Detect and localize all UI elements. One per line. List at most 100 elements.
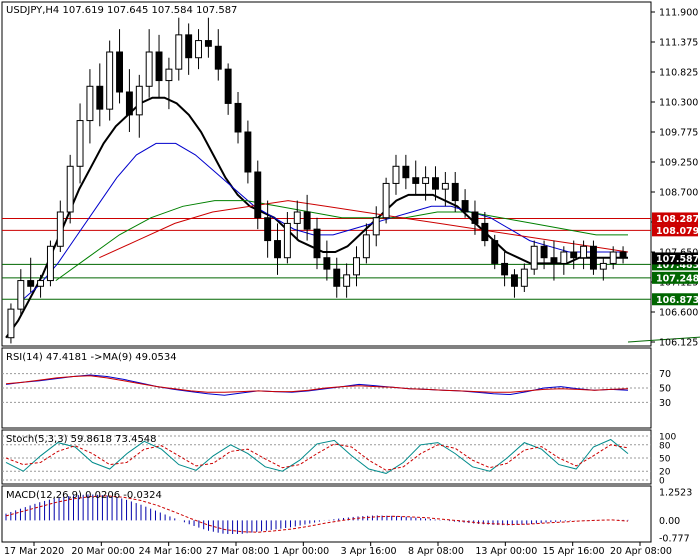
macd-tick-label: -0.777 bbox=[659, 534, 690, 545]
candle-body bbox=[244, 131, 252, 173]
candle-body bbox=[27, 280, 35, 287]
candle-body bbox=[353, 257, 360, 276]
price-tick-label: 108.700 bbox=[659, 188, 698, 199]
candle-body bbox=[254, 171, 262, 219]
price-tick-label: 111.900 bbox=[659, 8, 698, 19]
candle-body bbox=[609, 251, 617, 264]
price-tick-label: 110.300 bbox=[659, 98, 698, 109]
candle-body bbox=[204, 40, 212, 47]
candle-body bbox=[214, 45, 222, 70]
candle-body bbox=[343, 274, 351, 287]
candle-body bbox=[17, 280, 25, 310]
candle-body bbox=[145, 51, 153, 87]
candle-body bbox=[76, 120, 84, 167]
candle-body bbox=[125, 91, 133, 116]
candle-body bbox=[293, 211, 301, 224]
candle-body bbox=[461, 200, 469, 213]
candle-body bbox=[530, 245, 538, 270]
candle-body bbox=[362, 234, 370, 259]
stoch-k-line bbox=[5, 438, 629, 474]
candle-body bbox=[333, 268, 341, 287]
x-tick-label: 17 Mar 2020 bbox=[4, 546, 64, 557]
candle-body bbox=[520, 268, 528, 287]
candle-body bbox=[46, 245, 54, 282]
stoch-level-label: 100 bbox=[659, 433, 676, 443]
candle-body bbox=[175, 34, 183, 70]
candle-body bbox=[7, 308, 15, 339]
price-tick-label: 106.600 bbox=[659, 308, 698, 319]
candle-body bbox=[165, 68, 173, 82]
candle-body bbox=[392, 165, 400, 184]
candle-body bbox=[451, 182, 459, 202]
candle-body bbox=[234, 102, 242, 133]
stoch-panel bbox=[1, 429, 652, 485]
rsi-level-label: 30 bbox=[659, 398, 671, 409]
candle-body bbox=[96, 85, 104, 110]
moving-average-line bbox=[99, 200, 629, 259]
candle-body bbox=[422, 177, 430, 184]
macd-signal-line bbox=[5, 495, 629, 533]
level-label: 108.287 bbox=[656, 214, 699, 225]
price-tick-label: 111.375 bbox=[659, 38, 698, 49]
rsi-ma-line bbox=[5, 375, 629, 393]
rsi-layer bbox=[2, 373, 651, 403]
candle-body bbox=[441, 182, 449, 190]
price-tick-label: 109.775 bbox=[659, 128, 698, 139]
level-label: 107.248 bbox=[656, 273, 700, 284]
candle-body bbox=[589, 245, 597, 270]
candle-body bbox=[135, 85, 143, 116]
candle-body bbox=[599, 262, 607, 270]
candle-body bbox=[56, 211, 64, 247]
current-price-label: 107.587 bbox=[656, 254, 699, 265]
candle-body bbox=[185, 34, 193, 59]
x-tick-label: 15 Apr 16:00 bbox=[543, 546, 605, 557]
stoch-level-label: 50 bbox=[659, 455, 671, 465]
stoch-level-label: 80 bbox=[659, 441, 671, 451]
x-tick-label: 1 Apr 00:00 bbox=[273, 546, 329, 557]
candle-body bbox=[560, 251, 568, 264]
moving-average-line bbox=[18, 142, 628, 304]
stoch-header: Stoch(5,3,3) 59.8618 73.4548 bbox=[6, 434, 157, 445]
candle-body bbox=[491, 240, 499, 264]
candle-body bbox=[264, 217, 272, 242]
macd-layer bbox=[5, 494, 629, 534]
candle-body bbox=[303, 211, 311, 230]
candle-body bbox=[481, 222, 489, 242]
candle-body bbox=[619, 251, 627, 258]
candle-body bbox=[570, 251, 578, 259]
candle-body bbox=[86, 85, 94, 122]
candle-body bbox=[540, 245, 548, 259]
candle-body bbox=[66, 165, 74, 213]
price-tick-label: 110.825 bbox=[659, 68, 698, 79]
level-label: 107.483 bbox=[656, 260, 699, 271]
macd-panel bbox=[1, 485, 652, 543]
x-tick-label: 3 Apr 16:00 bbox=[341, 546, 397, 557]
level-label: 108.079 bbox=[656, 226, 699, 237]
price-tick-label: 109.250 bbox=[659, 158, 698, 169]
rsi-level-label: 70 bbox=[659, 369, 671, 380]
stoch-level-label: 0 bbox=[659, 477, 665, 487]
candle-body bbox=[471, 211, 479, 224]
rsi-header: RSI(14) 47.4181 ->MA(9) 49.0534 bbox=[6, 352, 177, 363]
candle-body bbox=[550, 257, 558, 264]
level-tag bbox=[652, 224, 698, 237]
level-tag bbox=[652, 212, 698, 225]
macd-tick-label: 0.00 bbox=[659, 516, 680, 527]
candle-body bbox=[155, 51, 163, 82]
current-price-tag bbox=[652, 252, 698, 265]
candle-body bbox=[580, 245, 588, 259]
level-label: 106.873 bbox=[656, 295, 699, 306]
candle-body bbox=[402, 165, 410, 179]
price-layer bbox=[2, 17, 700, 344]
x-tick-label: 20 Apr 08:00 bbox=[610, 546, 672, 557]
level-tag bbox=[652, 271, 698, 284]
candle-body bbox=[106, 51, 114, 110]
price-tick-label: 106.125 bbox=[659, 338, 698, 349]
stoch-layer bbox=[2, 435, 651, 481]
candle-body bbox=[510, 274, 518, 287]
candle-body bbox=[501, 262, 509, 276]
moving-average-line bbox=[55, 200, 628, 282]
axis-layer: 111.900 111.375 110.825 110.300 109.775 109.2… bbox=[4, 8, 700, 558]
x-tick-label: 24 Mar 16:00 bbox=[139, 546, 202, 557]
